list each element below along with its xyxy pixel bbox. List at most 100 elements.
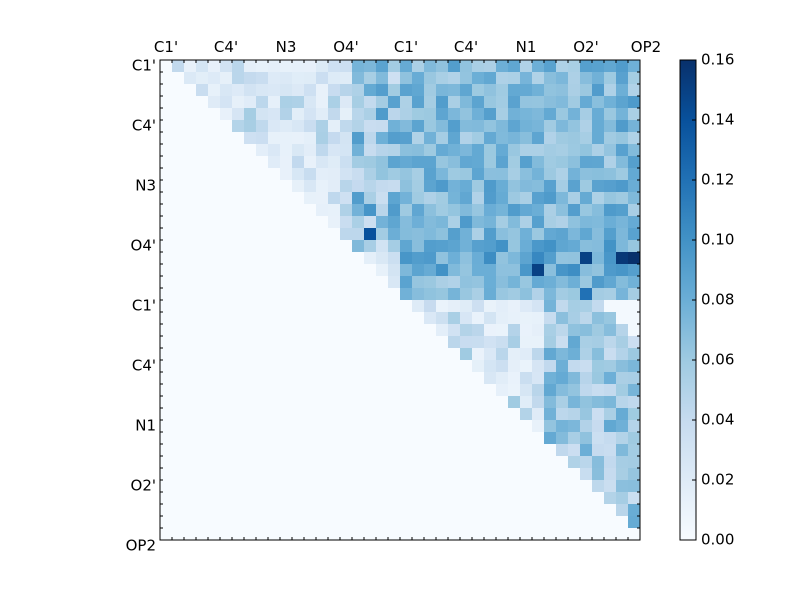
heatmap-cell (364, 324, 377, 337)
heatmap-cell (340, 252, 353, 265)
heatmap-cell (172, 360, 185, 373)
heatmap-cell (592, 120, 605, 133)
heatmap-cell (412, 372, 425, 385)
heatmap-cell (448, 108, 461, 121)
heatmap-cell (472, 336, 485, 349)
heatmap-cell (460, 96, 473, 109)
heatmap-cell (172, 300, 185, 313)
heatmap-cell (628, 72, 641, 85)
heatmap-cell (580, 516, 593, 529)
heatmap-cell (496, 60, 509, 73)
heatmap-cell (484, 60, 497, 73)
heatmap-cell (604, 444, 617, 457)
heatmap-cell (304, 516, 317, 529)
heatmap-cell (268, 96, 281, 109)
heatmap-cell (328, 408, 341, 421)
heatmap-cell (460, 360, 473, 373)
heatmap-cell (268, 480, 281, 493)
heatmap-cell (340, 444, 353, 457)
heatmap-cell (160, 132, 173, 145)
heatmap-cell (208, 528, 221, 541)
heatmap-cell (448, 408, 461, 421)
heatmap-cell (268, 180, 281, 193)
heatmap-cell (388, 72, 401, 85)
heatmap-cell (508, 156, 521, 169)
heatmap-cell (616, 468, 629, 481)
heatmap-cell (544, 384, 557, 397)
heatmap-cell (616, 408, 629, 421)
heatmap-cell (580, 288, 593, 301)
heatmap-cell (496, 216, 509, 229)
y-tick-label: C1' (132, 297, 156, 315)
heatmap-cell (172, 432, 185, 445)
heatmap-cell (280, 264, 293, 277)
heatmap-cell (424, 360, 437, 373)
heatmap-cell (604, 288, 617, 301)
heatmap-cell (580, 156, 593, 169)
heatmap-cell (592, 312, 605, 325)
heatmap-cell (364, 192, 377, 205)
heatmap-cell (388, 96, 401, 109)
heatmap-cell (280, 336, 293, 349)
heatmap-cell (220, 504, 233, 517)
heatmap-cell (556, 456, 569, 469)
heatmap-cell (436, 360, 449, 373)
heatmap-cell (340, 72, 353, 85)
heatmap-cell (460, 348, 473, 361)
heatmap-cell (520, 408, 533, 421)
heatmap-cell (616, 420, 629, 433)
heatmap-cell (268, 396, 281, 409)
heatmap-cell (472, 372, 485, 385)
heatmap-cell (352, 348, 365, 361)
heatmap-cell (340, 84, 353, 97)
heatmap-cell (580, 444, 593, 457)
heatmap-cell (244, 504, 257, 517)
heatmap-cell (304, 264, 317, 277)
heatmap-cell (556, 288, 569, 301)
heatmap-cell (352, 204, 365, 217)
heatmap-cell (508, 372, 521, 385)
heatmap-cell (592, 492, 605, 505)
heatmap-cell (568, 72, 581, 85)
heatmap-cell (388, 240, 401, 253)
heatmap-cell (628, 408, 641, 421)
heatmap-cell (316, 432, 329, 445)
heatmap-cell (196, 276, 209, 289)
heatmap-cell (328, 156, 341, 169)
heatmap-cell (412, 288, 425, 301)
heatmap-cell (508, 408, 521, 421)
heatmap-cell (340, 324, 353, 337)
heatmap-cell (160, 144, 173, 157)
heatmap-cell (604, 168, 617, 181)
heatmap-cell (256, 192, 269, 205)
heatmap-cell (340, 60, 353, 73)
heatmap-cell (592, 132, 605, 145)
heatmap-cell (172, 504, 185, 517)
heatmap-cell (568, 504, 581, 517)
heatmap-cell (604, 348, 617, 361)
heatmap-cell (532, 384, 545, 397)
heatmap-cell (580, 120, 593, 133)
heatmap-cell (616, 300, 629, 313)
heatmap-cell (304, 528, 317, 541)
heatmap-cell (436, 276, 449, 289)
heatmap-cell (244, 348, 257, 361)
heatmap-cell (172, 192, 185, 205)
heatmap-cell (472, 456, 485, 469)
heatmap-cell (352, 372, 365, 385)
heatmap-cell (196, 312, 209, 325)
heatmap-cell (340, 360, 353, 373)
heatmap-cell (628, 228, 641, 241)
heatmap-cell (172, 456, 185, 469)
heatmap-cell (196, 324, 209, 337)
heatmap-cell (520, 504, 533, 517)
heatmap-cell (556, 84, 569, 97)
heatmap-cell (592, 108, 605, 121)
heatmap-cell (532, 492, 545, 505)
heatmap-cell (568, 516, 581, 529)
heatmap-cell (544, 288, 557, 301)
heatmap-cell (172, 228, 185, 241)
heatmap-cell (280, 348, 293, 361)
heatmap-cell (292, 408, 305, 421)
heatmap-cell (388, 336, 401, 349)
